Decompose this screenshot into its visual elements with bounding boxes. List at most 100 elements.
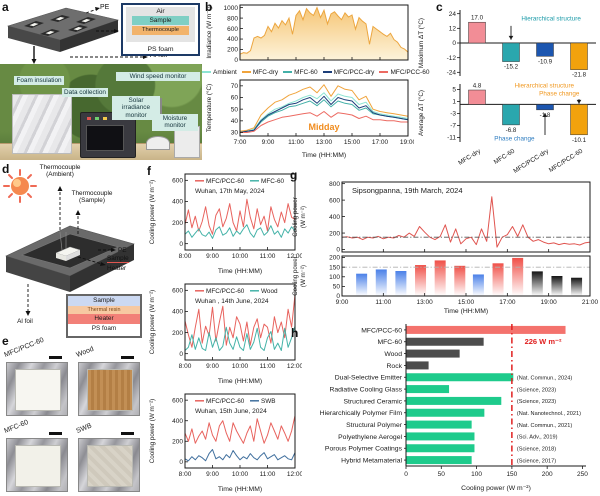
ps-foam-layer-d: PS foam [68,324,140,334]
svg-text:150: 150 [506,471,517,478]
panel-e-sample-photos: MFC/PCC-60 Wood MFC-60 SWB [0,336,146,496]
svg-text:7:00: 7:00 [234,139,247,146]
svg-text:17:00: 17:00 [372,139,389,146]
chart-irradiance: 0 200 400 600 800 1000 Irradiance (W m⁻²) [202,2,414,69]
wind-speed-monitor-label: Wind speed monitor [116,72,200,82]
svg-text:600: 600 [227,26,238,33]
svg-text:11:00: 11:00 [375,299,391,306]
svg-text:(W m⁻²): (W m⁻²) [300,206,307,228]
led-yellow [103,117,107,120]
chart-temperature: 30 40 50 60 70 7:00 9:00 11:00 13:00 15:00 17:00 19… [202,78,417,165]
outdoor-experiment-photo: Foam insulation Data collection Wind spe… [0,64,202,160]
panel-a-label: a [2,0,9,14]
wind-monitor-pole [160,98,162,128]
svg-text:Porous Polymer Coatings: Porous Polymer Coatings [325,446,403,453]
svg-text:-11: -11 [447,135,456,142]
sample-square [87,445,133,487]
svg-text:11:00: 11:00 [288,139,304,146]
heater-stack-inset: Sample Thermal resin Heater PS foam [66,294,142,338]
svg-text:Time (HH:MM): Time (HH:MM) [218,268,262,275]
svg-text:4.8: 4.8 [473,83,482,90]
svg-g_bars: 0 50 100 150 200 9:00 11:00 13:00 15:00 17:00 19:0… [292,255,599,315]
legend-label: MFC/PCC-60 [390,68,430,76]
legend-swatch [202,71,211,73]
panel-a-setup-schematic: PE Al foil Air Sample Thermocouple PS fo… [0,0,202,160]
svg-text:200: 200 [172,438,183,445]
svg-text:24: 24 [449,11,457,18]
svg-text:Cooling power (W m⁻²): Cooling power (W m⁻²) [149,180,156,245]
svg-text:Wood: Wood [261,288,278,295]
svg-h: MFC/PCC-60 MFC-60 Wood Rock Dual-Selective E… [320,324,588,492]
chart-maximum-delta-t: 24 12 0 -12 -24 17.0 -15.2 -10.9 -21.8 Hierarchic… [414,6,600,85]
svg-text:Wood: Wood [384,351,402,358]
svg-text:MFC/PCC-60: MFC/PCC-60 [361,327,402,334]
sample-stack-inset: Air Sample Thermocouple PS foam [121,3,200,56]
svg-text:SWB: SWB [261,398,276,405]
sample-square [15,369,61,411]
svg-text:Average ΔT (°C): Average ΔT (°C) [417,90,425,136]
legend-item-MFC/PCC-60: MFC/PCC-60 [379,69,429,76]
svg-text:12:00: 12:00 [287,471,302,478]
svg-text:(Science, 2017): (Science, 2017) [517,458,556,464]
svg-text:MFC-60: MFC-60 [261,178,285,185]
moisture-monitor-label: Moisture monitor [152,114,198,131]
al-foil-label-d: Al foil [17,318,33,325]
svg-text:Wuhan, 15th June, 2024: Wuhan, 15th June, 2024 [195,408,267,415]
svg-text:-7: -7 [450,123,456,130]
svg-text:10:00: 10:00 [232,471,249,478]
chart-cooling-power-comparison: MFC/PCC-60 MFC-60 Wood Rock Dual-Selective E… [288,320,600,496]
svg-text:Hierarchical structure: Hierarchical structure [521,16,581,23]
moisture-monitor-box [174,126,200,158]
svg-text:600: 600 [329,197,340,204]
svg-text:400: 400 [172,309,183,316]
photo-label: MFC/PCC-60 [3,336,45,359]
photo-swb: SWB [75,418,142,494]
svg-text:-12: -12 [447,55,457,62]
svg-text:600: 600 [172,288,183,295]
svg-f3: 0 200 400 600 8:00 9:00 10:00 11:00 12:00 MFC/PCC… [149,393,304,493]
foam-insulation-box [12,94,72,154]
svg-text:Structural Polymer: Structural Polymer [346,422,403,429]
svg-text:200: 200 [172,330,183,337]
svg-text:400: 400 [329,214,340,221]
panel-c-label: c [436,0,443,14]
svg-text:MFC-dry: MFC-dry [457,147,482,167]
chart-cooling-power-june15: 0 200 400 600 8:00 9:00 10:00 11:00 12:00 MFC/PCC… [145,390,304,496]
svg-text:Radiative Cooling Glass: Radiative Cooling Glass [329,386,402,393]
svg-text:9:00: 9:00 [206,253,219,260]
svg-text:9:00: 9:00 [206,363,219,370]
solar-irradiance-dome [146,136,170,150]
legend-swatch [322,71,332,73]
chart-cooling-power-june14: 0 200 400 600 8:00 9:00 10:00 11:00 12:00 MFC/PCC… [145,280,304,391]
svg-text:(Sci. Adv., 2019): (Sci. Adv., 2019) [517,435,558,441]
svg-text:9:00: 9:00 [262,139,275,146]
svg-text:10:00: 10:00 [232,363,249,370]
panel-d-label: d [2,162,10,176]
photo-mfc60: MFC-60 [3,418,70,494]
chart-sipsongpanna-bars: 0 50 100 150 200 9:00 11:00 13:00 15:00 17:00 19:0… [288,254,600,321]
foil-photo [78,438,140,492]
panel-f-label: f [147,164,151,178]
chart-cooling-power-may17: 0 200 400 600 8:00 9:00 10:00 11:00 12:00 MFC/PCC… [145,170,304,281]
svg-text:226 W m⁻²: 226 W m⁻² [525,337,562,346]
foil-photo [6,438,68,492]
photo-label: MFC-60 [3,419,30,435]
svg-text:13:00: 13:00 [316,139,333,146]
svg-text:100: 100 [471,471,482,478]
scale-bar [49,432,62,435]
svg-b_temp: 30 40 50 60 70 7:00 9:00 11:00 13:00 15:00 17:00 19… [205,79,417,159]
scale-bar [49,356,62,359]
tray-cavities [24,15,96,36]
svg-text:Dual-Selective Emitter: Dual-Selective Emitter [335,375,403,382]
svg-text:MFC/PCC-60: MFC/PCC-60 [206,398,245,405]
thermocouple-sample-label: Thermocouple (Sample) [71,190,113,204]
heater-label-d: Heater [107,265,127,272]
svg-text:13:00: 13:00 [417,299,434,306]
svg-text:MFC/PCC-60: MFC/PCC-60 [548,148,585,174]
scale-bar [121,432,134,435]
svg-text:0: 0 [336,247,340,254]
svg-text:Cooling power (W m⁻²): Cooling power (W m⁻²) [149,290,156,355]
svg-text:100: 100 [329,274,340,281]
svg-text:(Nat. Commun., 2021): (Nat. Commun., 2021) [517,423,572,429]
